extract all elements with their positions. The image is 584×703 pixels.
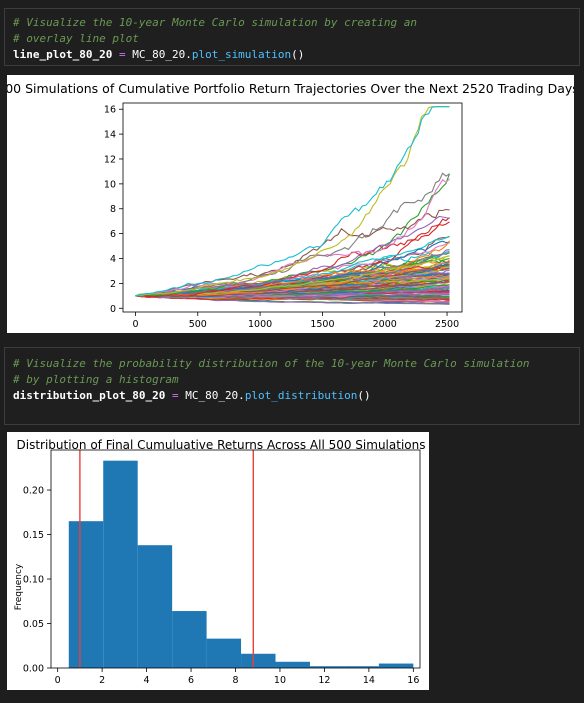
code-cell-simulation[interactable]: # Visualize the 10-year Monte Carlo simu… <box>4 8 580 66</box>
distribution-plot-output: Distribution of Final Cumuluative Return… <box>7 432 429 690</box>
histogram-bar <box>344 666 379 668</box>
x-tick-label: 10 <box>274 675 286 686</box>
simulation-series-line <box>135 240 450 297</box>
x-tick-label: 0 <box>55 675 61 686</box>
x-tick-label: 6 <box>188 675 194 686</box>
code-parens: () <box>357 389 371 402</box>
plot-frame <box>122 102 463 313</box>
simulation-series-line <box>135 106 450 297</box>
x-tick-label: 1500 <box>310 319 334 330</box>
y-axis-label: Frequency <box>14 563 24 610</box>
code-function: plot_simulation <box>191 48 292 61</box>
histogram-bar <box>275 661 310 668</box>
x-tick-label: 16 <box>407 675 419 686</box>
y-tick-label: 0 <box>110 304 116 315</box>
y-tick-label: 16 <box>104 105 116 116</box>
simulation-series-line <box>135 215 450 297</box>
x-tick-label: 8 <box>232 675 238 686</box>
histogram-bar <box>103 460 138 668</box>
y-tick-label: 2 <box>110 279 116 290</box>
x-tick-label: 1000 <box>248 319 272 330</box>
y-tick-label: 4 <box>110 254 116 265</box>
y-tick-label: 14 <box>104 130 116 141</box>
simulation-series-line <box>135 208 450 297</box>
chart-title: Distribution of Final Cumuluative Return… <box>17 438 426 452</box>
code-comment: # by plotting a histogram <box>13 373 179 386</box>
code-variable: line_plot_80_20 <box>13 48 113 61</box>
code-comment: # Visualize the probability distribution… <box>13 357 530 370</box>
histogram-bar <box>137 545 173 668</box>
x-tick-label: 12 <box>318 675 330 686</box>
code-cell-distribution[interactable]: # Visualize the probability distribution… <box>4 347 580 425</box>
y-tick-label: 0.10 <box>23 575 44 586</box>
x-tick-label: 2500 <box>435 319 459 330</box>
x-tick-label: 14 <box>363 675 375 686</box>
simulation-series-line <box>135 295 450 301</box>
histogram-bar <box>68 521 104 668</box>
y-tick-label: 12 <box>104 154 116 165</box>
histogram-bar <box>309 666 345 668</box>
y-tick-label: 0.20 <box>23 486 44 497</box>
x-tick-label: 4 <box>144 675 150 686</box>
histogram-bar <box>378 663 414 668</box>
code-operator: = <box>112 48 133 61</box>
code-function: plot_distribution <box>244 389 358 402</box>
chart-title: 500 Simulations of Cumulative Portfolio … <box>7 81 574 96</box>
code-object: MC_80_20. <box>185 389 245 402</box>
distribution-histogram: Distribution of Final Cumuluative Return… <box>14 438 426 686</box>
code-comment: # overlay line plot <box>13 32 139 45</box>
simulation-plot-output: 500 Simulations of Cumulative Portfolio … <box>0 75 583 333</box>
simulation-series-line <box>135 281 450 297</box>
simulation-series-line <box>135 217 450 298</box>
y-tick-label: 0.15 <box>23 530 44 541</box>
histogram-bar <box>172 611 207 668</box>
x-tick-label: 500 <box>189 319 207 330</box>
code-parens: () <box>291 48 305 61</box>
code-operator: = <box>165 389 186 402</box>
code-variable: distribution_plot_80_20 <box>13 389 166 402</box>
x-tick-label: 2000 <box>373 319 397 330</box>
y-tick-label: 8 <box>110 204 116 215</box>
y-tick-label: 0.05 <box>23 619 44 630</box>
simulation-series-line <box>135 106 450 297</box>
simulation-line-chart: 500 Simulations of Cumulative Portfolio … <box>0 81 583 330</box>
x-tick-label: 0 <box>132 319 138 330</box>
y-tick-label: 6 <box>110 229 116 240</box>
code-object: MC_80_20. <box>132 48 192 61</box>
simulation-series-line <box>135 178 450 297</box>
histogram-bar <box>241 653 276 668</box>
y-tick-label: 0.00 <box>23 664 44 675</box>
histogram-bar <box>206 638 242 668</box>
x-tick-label: 2 <box>99 675 105 686</box>
code-comment: # Visualize the 10-year Monte Carlo simu… <box>13 16 417 29</box>
y-tick-label: 10 <box>104 179 116 190</box>
